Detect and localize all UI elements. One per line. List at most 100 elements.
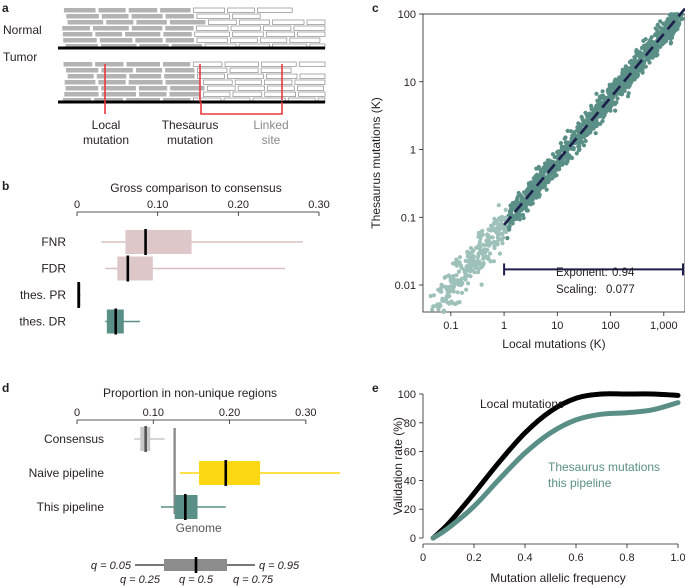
sequencing-reads: [62, 7, 326, 103]
scatter-point: [546, 179, 551, 184]
fit-exponent-value: 0.94: [612, 267, 635, 279]
scatter-point: [496, 203, 501, 208]
scatter-point: [649, 35, 654, 40]
scatter-point: [613, 81, 618, 86]
read-gray: [62, 98, 92, 103]
read-gray: [131, 26, 163, 31]
x-tick-label: 0.30: [308, 199, 329, 211]
read-gray: [165, 26, 194, 31]
scatter-point: [608, 99, 614, 104]
read-gray: [101, 92, 137, 97]
scatter-point: [605, 106, 610, 111]
scatter-point: [515, 196, 520, 201]
read-white: [260, 67, 292, 73]
panel-b: b Gross comparison to consensus 0 0.10 0.2…: [2, 179, 330, 335]
read-gray: [62, 32, 93, 37]
scatter-point: [521, 215, 526, 221]
scatter-point: [638, 56, 643, 61]
read-white: [193, 7, 225, 13]
scatter-point: [577, 138, 582, 143]
scatter-point: [596, 106, 601, 111]
scatter-point: [661, 21, 666, 26]
scatter-point: [428, 293, 433, 299]
read-gray: [101, 14, 129, 19]
scatter-point: [465, 251, 470, 256]
read-gray: [128, 80, 163, 85]
read-white: [306, 19, 326, 25]
legend-q75: q = 0.75: [233, 574, 274, 586]
read-gray: [164, 74, 195, 79]
y-tick-label: 100: [398, 9, 416, 21]
scatter-point: [528, 201, 533, 206]
scatter-point: [545, 165, 550, 170]
chart-d-title: Proportion in non-unique regions: [103, 386, 277, 400]
scatter-point: [650, 39, 655, 44]
scatter-point: [513, 217, 518, 222]
scatter-point: [468, 246, 474, 251]
scatter-point: [626, 79, 631, 84]
read-gray: [100, 44, 137, 49]
scatter-point: [468, 274, 473, 279]
read-white: [197, 67, 228, 73]
scatter-point: [459, 265, 464, 270]
scatter-point: [650, 52, 655, 57]
x-tick-label: 10: [551, 320, 563, 332]
y-tick-label: 100: [398, 389, 416, 401]
chart-e-axis: 0 0.2 0.4 0.6 0.8 1.0 0 20 40 60 80 100: [398, 389, 685, 564]
scatter-point: [585, 117, 590, 122]
scatter-point: [565, 128, 570, 133]
read-gray: [160, 8, 191, 13]
scatter-point: [446, 273, 451, 278]
read-gray: [67, 20, 104, 25]
read-white: [232, 13, 261, 19]
scatter-point: [620, 67, 625, 72]
scatter-point: [496, 216, 502, 221]
x-tick-label: 1.0: [670, 552, 685, 564]
scatter-point: [673, 28, 678, 33]
read-gray: [101, 68, 133, 73]
scatter-point: [481, 242, 486, 247]
row-label-normal: Normal: [3, 23, 42, 37]
read-gray: [95, 62, 124, 67]
scatter-point: [490, 224, 495, 229]
scatter-point: [478, 248, 483, 253]
legend-q95: q = 0.95: [259, 560, 300, 572]
scatter-point: [619, 92, 624, 97]
scatter-point: [565, 152, 570, 157]
x-tick-label: 0: [74, 407, 80, 419]
scatter-point: [619, 74, 625, 79]
scatter-point: [600, 119, 605, 124]
x-tick-label: 0.30: [295, 407, 316, 419]
read-white: [264, 79, 293, 85]
scatter-point: [537, 192, 542, 197]
scatter-point: [576, 148, 582, 153]
scatter-point: [441, 308, 446, 313]
read-white: [196, 37, 228, 43]
chart-c-fit-line: [503, 7, 685, 226]
read-white: [261, 61, 297, 67]
scatter-point: [430, 307, 435, 312]
row-label: FDR: [41, 262, 66, 276]
scatter-point: [587, 128, 593, 133]
scatter-point: [595, 98, 600, 103]
scatter-point: [622, 88, 627, 93]
read-white: [203, 79, 233, 85]
scatter-point: [480, 232, 485, 237]
scatter-point: [641, 43, 646, 48]
scatter-point: [652, 48, 657, 53]
chart-c-xlabel: Local mutations (K): [502, 337, 605, 351]
scatter-point: [466, 260, 471, 265]
chart-b-title: Gross comparison to consensus: [110, 181, 281, 195]
chart-d-boxes: Consensus Naive pipeline This pipeline: [29, 426, 341, 520]
scatter-point: [492, 240, 497, 245]
scatter-point: [469, 264, 474, 269]
scatter-point: [541, 181, 547, 186]
read-white: [192, 61, 223, 67]
scatter-point: [532, 178, 537, 183]
read-white: [294, 79, 326, 85]
scatter-point: [608, 108, 613, 113]
scatter-point: [447, 293, 452, 299]
scatter-point: [667, 19, 672, 24]
scatter-point: [557, 150, 562, 155]
